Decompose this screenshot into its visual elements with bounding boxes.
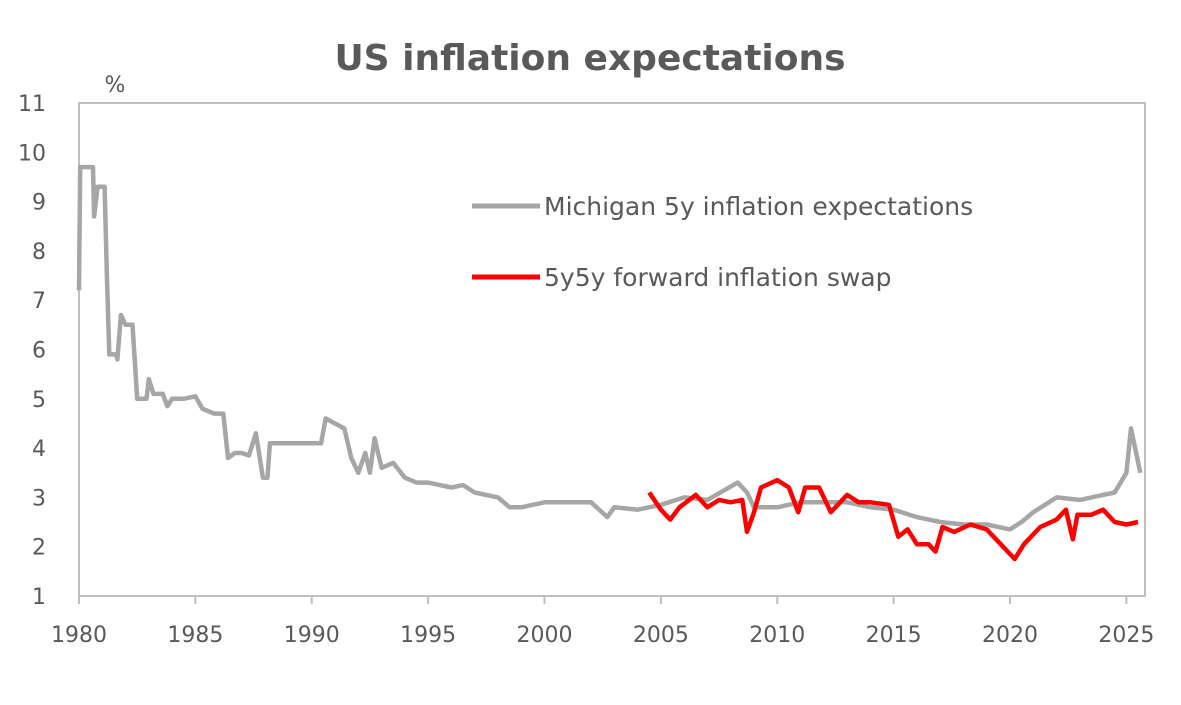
x-tick-label: 1995 <box>400 623 456 648</box>
x-tick-label: 2010 <box>749 623 805 648</box>
x-tick-label: 2005 <box>633 623 689 648</box>
legend-label-swap: 5y5y forward inflation swap <box>544 263 892 292</box>
x-tick-label: 2000 <box>517 623 573 648</box>
y-tick-label: 1 <box>32 585 46 610</box>
legend: Michigan 5y inflation expectations 5y5y … <box>472 192 973 292</box>
plot-area-frame <box>78 102 1146 597</box>
x-tick-label: 1990 <box>284 623 340 648</box>
y-tick-label: 10 <box>18 141 46 166</box>
x-tick-label: 2015 <box>866 623 922 648</box>
x-tick-label: 1980 <box>51 623 107 648</box>
y-tick-label: 8 <box>32 240 46 265</box>
series-line-swap <box>647 477 1139 562</box>
x-tick-label: 2020 <box>982 623 1038 648</box>
y-tick-label: 9 <box>32 191 46 216</box>
y-tick-label: 4 <box>32 437 46 462</box>
series-line-michigan <box>76 164 1143 532</box>
y-tick-label: 6 <box>32 339 46 364</box>
y-tick-label: 7 <box>32 289 46 314</box>
chart-title: US inflation expectations <box>334 38 845 79</box>
y-tick-label: 3 <box>32 486 46 511</box>
legend-label-michigan: Michigan 5y inflation expectations <box>544 192 973 221</box>
y-tick-label: 2 <box>32 536 46 561</box>
x-tick-label: 2025 <box>1098 623 1154 648</box>
y-tick-label: 5 <box>32 388 46 413</box>
y-tick-label: 11 <box>18 92 46 117</box>
y-axis-unit-label: % <box>105 73 126 98</box>
x-tick-label: 1985 <box>167 623 223 648</box>
